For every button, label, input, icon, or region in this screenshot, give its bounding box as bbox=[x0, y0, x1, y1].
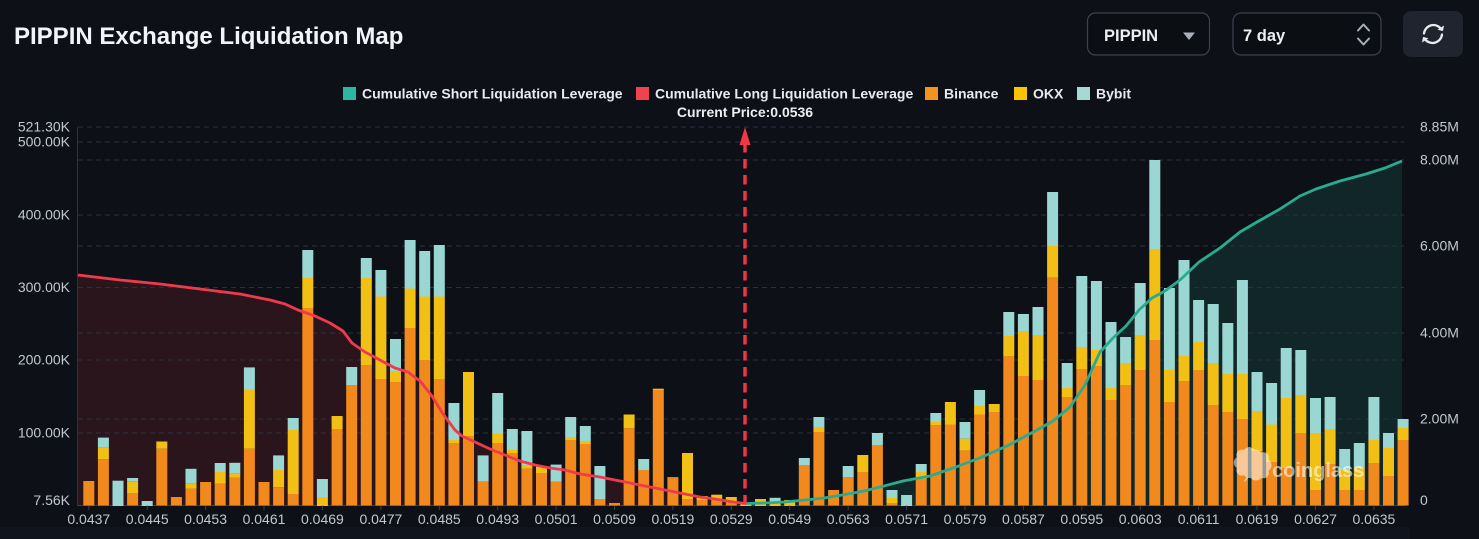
svg-text:Cumulative Long Liquidation Le: Cumulative Long Liquidation Leverage bbox=[655, 86, 913, 102]
svg-text:0.0501: 0.0501 bbox=[535, 511, 578, 527]
svg-text:0.0437: 0.0437 bbox=[67, 511, 110, 527]
svg-text:0.0469: 0.0469 bbox=[301, 511, 344, 527]
svg-text:0.0445: 0.0445 bbox=[126, 511, 169, 527]
svg-text:OKX: OKX bbox=[1033, 86, 1064, 102]
svg-text:0.0611: 0.0611 bbox=[1178, 511, 1220, 527]
svg-text:7.56K: 7.56K bbox=[33, 492, 70, 508]
svg-text:0.0619: 0.0619 bbox=[1236, 511, 1279, 527]
svg-text:PIPPIN Exchange Liquidation Ma: PIPPIN Exchange Liquidation Map bbox=[14, 23, 403, 50]
svg-text:8.00M: 8.00M bbox=[1420, 152, 1459, 168]
svg-text:Current Price:0.0536: Current Price:0.0536 bbox=[677, 104, 813, 120]
svg-text:0.0603: 0.0603 bbox=[1119, 511, 1162, 527]
svg-text:0.0519: 0.0519 bbox=[651, 511, 694, 527]
svg-text:100.00K: 100.00K bbox=[18, 425, 71, 441]
svg-text:0.0493: 0.0493 bbox=[476, 511, 519, 527]
svg-text:2.00M: 2.00M bbox=[1420, 411, 1459, 427]
svg-text:500.00K: 500.00K bbox=[18, 134, 71, 150]
svg-text:0.0563: 0.0563 bbox=[827, 511, 870, 527]
svg-text:200.00K: 200.00K bbox=[18, 352, 71, 368]
svg-text:0.0485: 0.0485 bbox=[418, 511, 461, 527]
svg-text:400.00K: 400.00K bbox=[18, 207, 71, 223]
svg-text:coinglass: coinglass bbox=[1272, 460, 1364, 482]
svg-text:0.0549: 0.0549 bbox=[768, 511, 811, 527]
svg-text:0.0627: 0.0627 bbox=[1294, 511, 1337, 527]
svg-text:4.00M: 4.00M bbox=[1420, 325, 1459, 341]
svg-text:0.0571: 0.0571 bbox=[885, 511, 928, 527]
svg-text:0.0477: 0.0477 bbox=[359, 511, 402, 527]
svg-text:0.0529: 0.0529 bbox=[710, 511, 753, 527]
svg-text:6.00M: 6.00M bbox=[1420, 238, 1459, 254]
svg-text:0.0635: 0.0635 bbox=[1352, 511, 1395, 527]
svg-text:0.0587: 0.0587 bbox=[1002, 511, 1045, 527]
svg-text:0.0453: 0.0453 bbox=[184, 511, 227, 527]
svg-text:521.30K: 521.30K bbox=[18, 119, 71, 135]
svg-text:0.0461: 0.0461 bbox=[243, 511, 286, 527]
svg-text:Bybit: Bybit bbox=[1096, 86, 1131, 102]
svg-text:Binance: Binance bbox=[944, 86, 999, 102]
svg-text:0.0509: 0.0509 bbox=[593, 511, 636, 527]
svg-text:PIPPIN: PIPPIN bbox=[1104, 27, 1158, 45]
svg-text:0.0579: 0.0579 bbox=[944, 511, 987, 527]
svg-text:Cumulative Short Liquidation L: Cumulative Short Liquidation Leverage bbox=[362, 86, 623, 102]
svg-text:0: 0 bbox=[1420, 492, 1428, 508]
svg-text:7 day: 7 day bbox=[1243, 27, 1286, 45]
svg-text:8.85M: 8.85M bbox=[1420, 119, 1459, 135]
svg-text:0.0595: 0.0595 bbox=[1060, 511, 1103, 527]
svg-text:300.00K: 300.00K bbox=[18, 279, 71, 295]
